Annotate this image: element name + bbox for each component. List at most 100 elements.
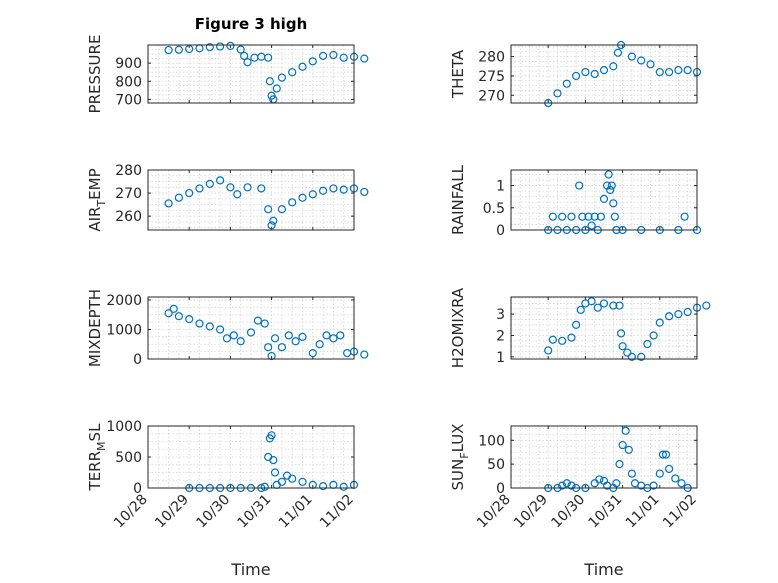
- data-point: [185, 188, 194, 198]
- data-point: [637, 56, 646, 65]
- y-tick-label: 275: [478, 69, 505, 85]
- data-point: [308, 190, 317, 199]
- data-point: [360, 54, 369, 63]
- y-tick-label: 270: [478, 88, 505, 104]
- y-tick-label: 800: [115, 74, 142, 90]
- data-point: [226, 41, 235, 51]
- data-point: [576, 305, 585, 314]
- x-tick-label: 11/02: [660, 492, 700, 532]
- data-point: [277, 73, 286, 82]
- data-point: [233, 190, 242, 199]
- x-tick-label: 10/28: [111, 492, 151, 532]
- x-tick-label: 10/31: [586, 492, 626, 532]
- data-point: [243, 183, 252, 192]
- data-point: [567, 481, 576, 490]
- y-tick-label: 260: [115, 209, 142, 225]
- y-axis-label: SUNFLUX: [449, 424, 471, 491]
- data-point: [339, 53, 348, 62]
- data-point: [578, 212, 587, 221]
- data-point: [612, 479, 621, 488]
- data-point: [615, 301, 624, 310]
- data-point: [308, 348, 317, 358]
- panel-rainfall: 0 0.5 1 RAINFALL: [449, 164, 702, 239]
- panel-pressure: 700 800 900 PRESSURE Figure 3 high: [86, 15, 369, 114]
- data-point: [581, 67, 590, 77]
- data-point: [544, 346, 553, 355]
- y-tick-label: 0: [133, 481, 142, 497]
- data-point: [272, 84, 281, 93]
- data-point: [610, 212, 619, 221]
- panel-h2omixra: 1 2 3 H2OMIXRA: [449, 287, 711, 368]
- data-point: [236, 337, 245, 346]
- y-tick-label: 50: [487, 457, 505, 473]
- data-point: [174, 193, 183, 202]
- y-tick-label: 280: [115, 163, 142, 179]
- data-point: [674, 66, 683, 75]
- data-point: [621, 426, 630, 435]
- data-point: [322, 331, 331, 340]
- axes-frame: [510, 169, 698, 231]
- data-point: [680, 212, 689, 221]
- data-point: [606, 185, 615, 195]
- data-point: [664, 312, 674, 321]
- data-point: [260, 319, 269, 328]
- data-point: [222, 334, 232, 343]
- axes-frame: [510, 425, 698, 489]
- data-point: [702, 301, 711, 310]
- data-point: [553, 89, 562, 98]
- data-point: [623, 348, 632, 357]
- data-point: [164, 199, 173, 208]
- data-point: [683, 66, 692, 75]
- y-axis-label: PRESSURE: [86, 35, 104, 114]
- y-axis-label: RAINFALL: [449, 164, 467, 235]
- y-axis-label: TERRMSL: [86, 423, 108, 492]
- data-point: [205, 43, 214, 52]
- data-point: [616, 329, 626, 338]
- data-point: [269, 216, 278, 225]
- y-tick-label: 270: [115, 186, 142, 202]
- y-tick-label: 1: [496, 179, 505, 195]
- data-point: [613, 48, 623, 57]
- data-point: [609, 199, 618, 208]
- data-point: [277, 477, 286, 486]
- y-axis-label: H2OMIXRA: [449, 287, 467, 368]
- data-point: [264, 343, 273, 352]
- data-point: [360, 187, 369, 197]
- axes-frame: [147, 425, 355, 489]
- data-point: [288, 198, 297, 207]
- data-point: [174, 45, 183, 54]
- chart-title: Figure 3 high: [195, 15, 308, 33]
- y-tick-label: 500: [115, 450, 142, 466]
- data-point: [216, 325, 225, 334]
- data-point: [264, 53, 273, 62]
- data-point: [240, 51, 249, 60]
- panel-terr-msl: 10/28 10/29 10/30 10/31 11/01 11/02 0 500 1000TE…: [86, 419, 359, 579]
- data-point: [229, 331, 238, 340]
- data-point: [558, 212, 567, 221]
- data-point: [260, 482, 269, 491]
- data-point: [609, 301, 618, 310]
- x-axis-label: Time: [583, 560, 623, 579]
- data-point: [298, 332, 307, 341]
- x-tick-label: 10/31: [235, 492, 275, 532]
- x-tick-label: 11/02: [317, 492, 357, 532]
- data-point: [584, 212, 593, 221]
- data-point: [567, 212, 576, 221]
- data-point: [562, 79, 571, 88]
- data-point: [267, 351, 276, 361]
- data-point: [270, 468, 280, 477]
- y-tick-label: 900: [115, 56, 142, 72]
- data-point: [291, 337, 300, 346]
- data-point: [315, 340, 324, 349]
- y-tick-label: 0: [496, 481, 505, 497]
- y-axis-label: MIXDEPTH: [86, 289, 104, 367]
- data-point: [655, 318, 664, 327]
- data-point: [599, 299, 609, 308]
- data-point: [604, 170, 613, 179]
- data-point: [174, 312, 183, 321]
- data-point: [298, 193, 307, 202]
- data-point: [267, 221, 276, 230]
- data-point: [164, 45, 173, 55]
- data-point: [571, 320, 581, 329]
- y-tick-label: 0.5: [483, 201, 505, 217]
